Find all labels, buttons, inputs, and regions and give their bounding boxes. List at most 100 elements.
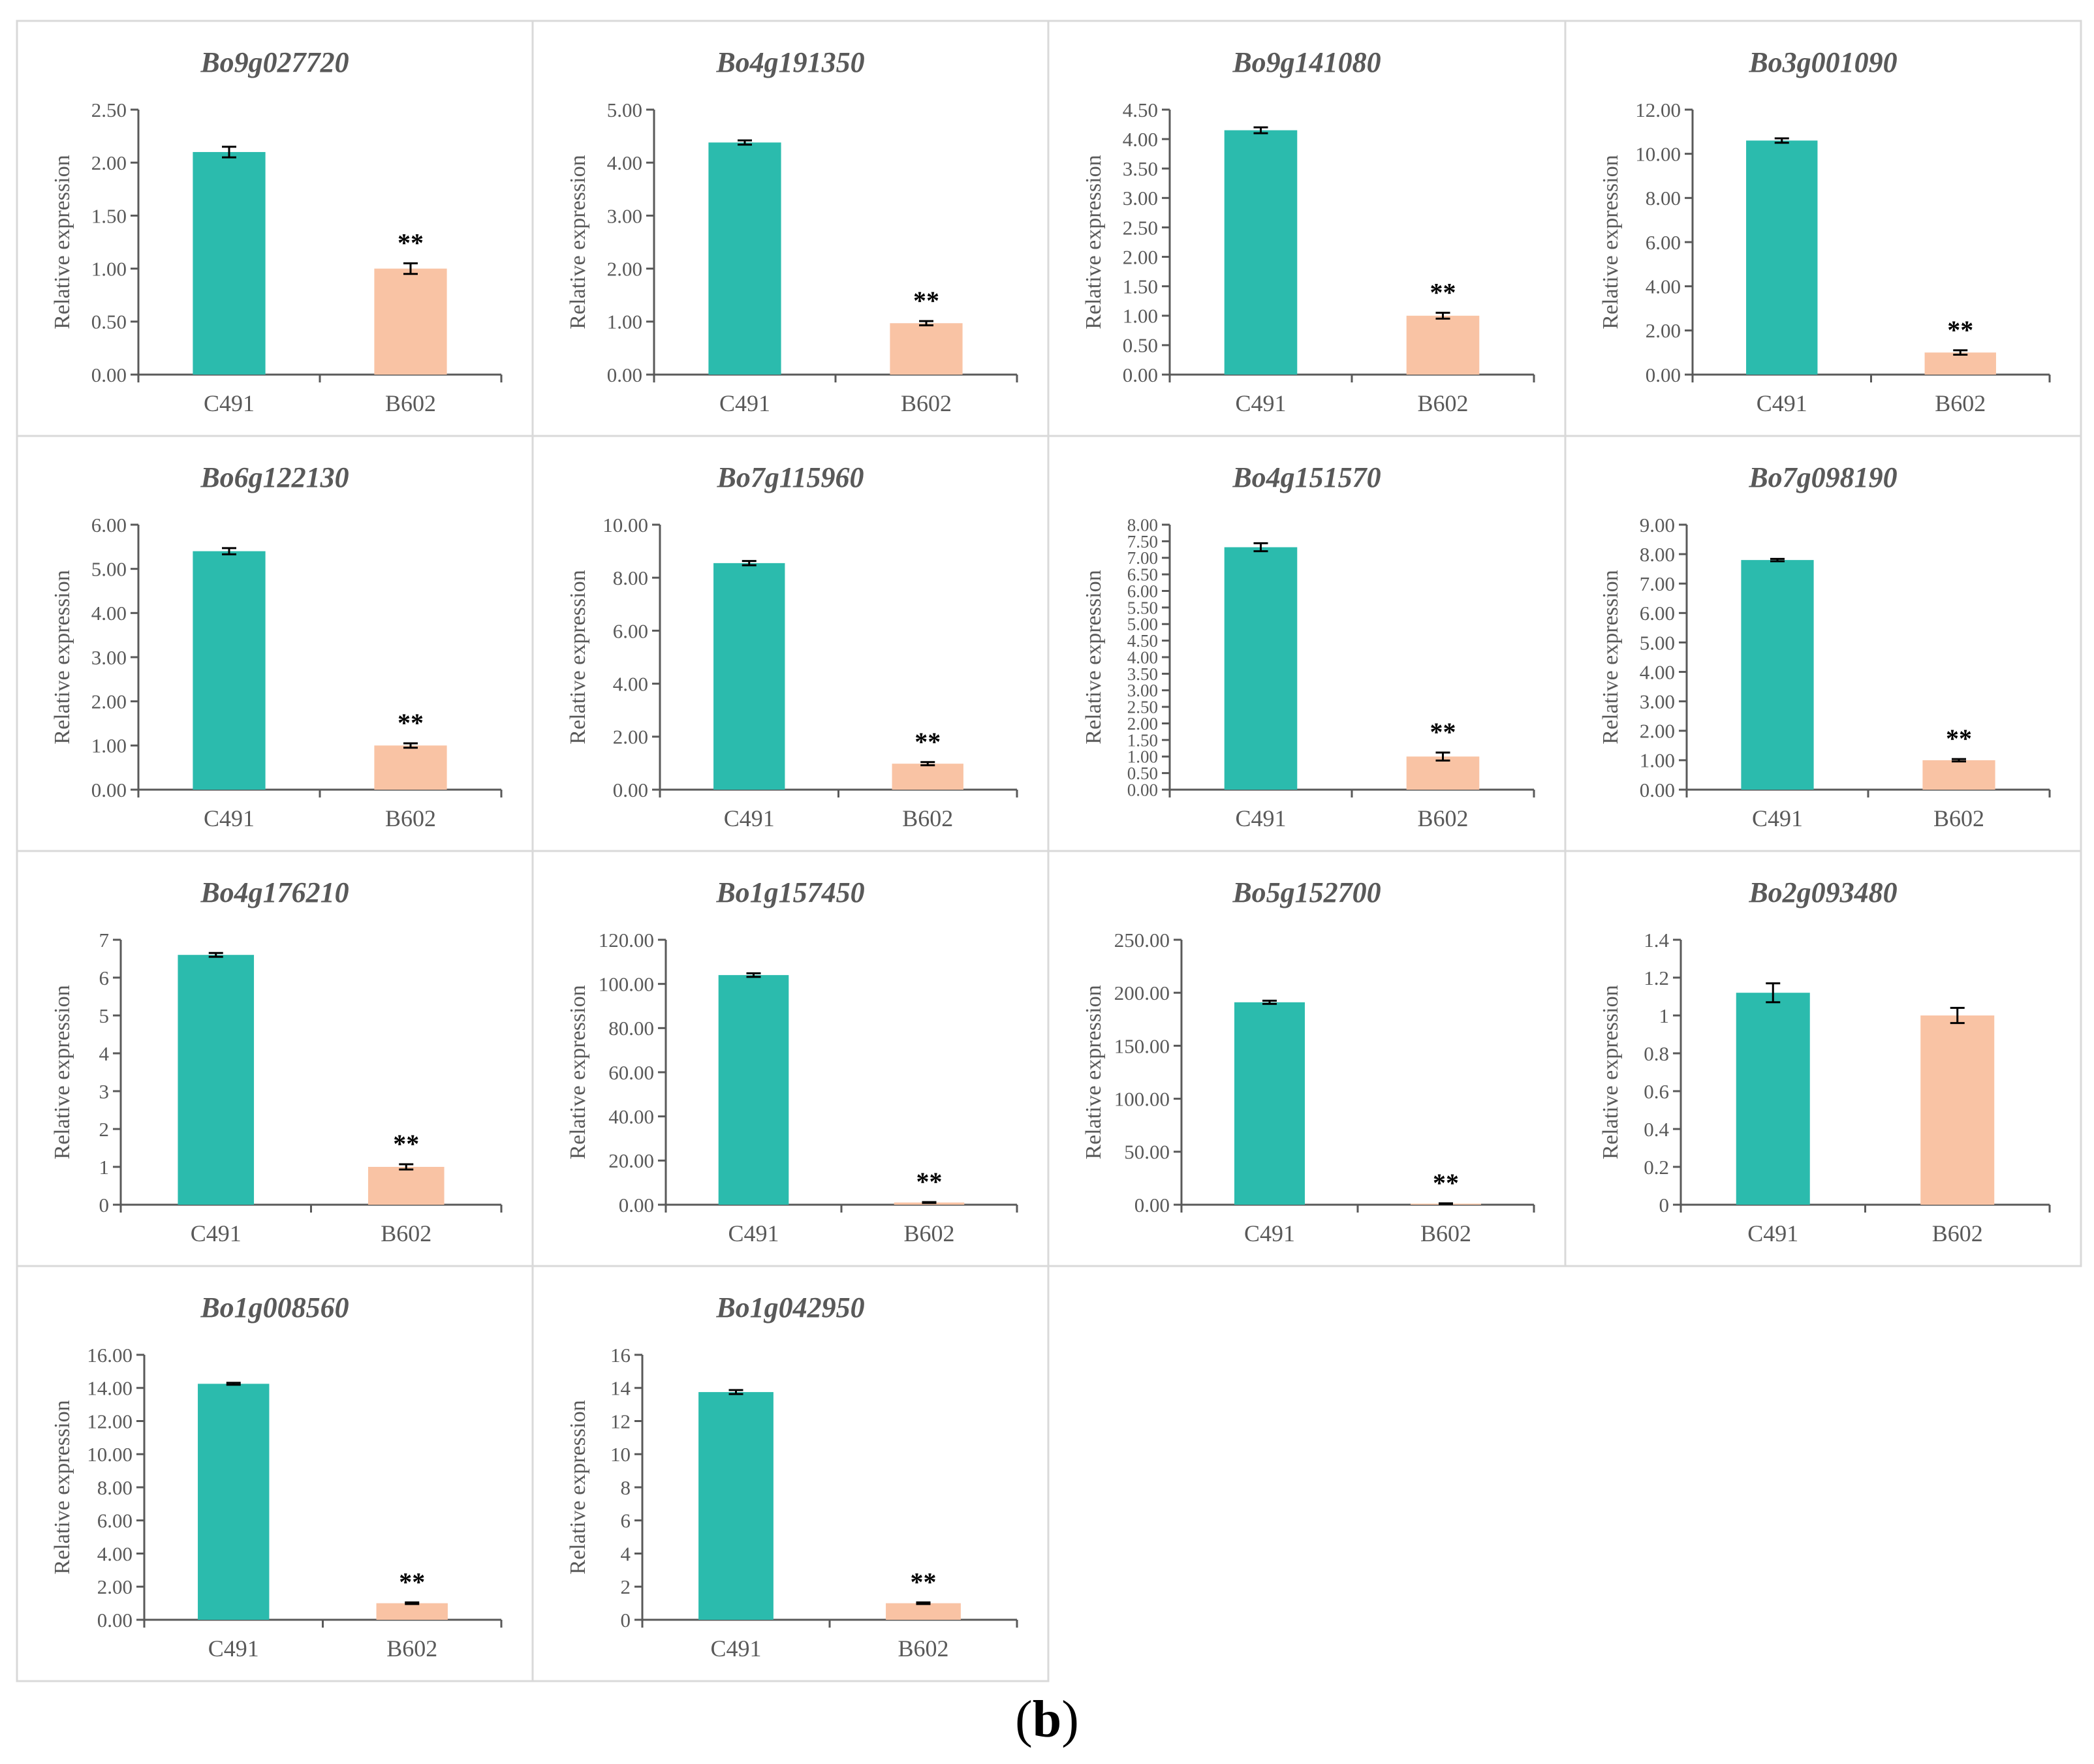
y-axis-label: Relative expression	[50, 1400, 74, 1574]
x-tick-label: B602	[898, 1635, 948, 1662]
y-tick-label: 5	[99, 1004, 110, 1027]
y-tick-label: 8.00	[1640, 543, 1675, 566]
x-tick-label: C491	[724, 805, 775, 831]
bar-b602	[890, 323, 963, 375]
y-tick-label: 6.00	[97, 1509, 133, 1532]
y-axis-label: Relative expression	[1082, 985, 1106, 1159]
chart-panel-9: Bo4g176210 Relative expression 0 1 2 3 4 5 6 7 C49…	[16, 850, 534, 1267]
y-tick-label: 0.50	[91, 311, 127, 333]
y-tick-label: 0.00	[1646, 364, 1681, 386]
y-tick-label: 10.00	[1635, 143, 1681, 166]
y-tick-label: 1.50	[1123, 275, 1158, 298]
y-tick-label: 12.00	[87, 1410, 133, 1432]
chart-panel-1: Bo9g027720 Relative expression 0.00 0.50 1.0…	[16, 20, 534, 437]
y-tick-label: 4.00	[1640, 660, 1675, 683]
y-tick-label: 8.00	[1646, 187, 1681, 209]
y-tick-label: 10.00	[87, 1443, 133, 1466]
y-tick-label: 4.50	[1127, 631, 1158, 651]
y-tick-label: 1.00	[91, 734, 127, 757]
y-tick-label: 40.00	[608, 1106, 654, 1128]
chart-title: Bo5g152700	[1232, 876, 1381, 908]
y-tick-label: 150.00	[1114, 1034, 1170, 1057]
bar-c491	[713, 563, 785, 790]
bar-c491	[193, 551, 266, 790]
chart-title: Bo7g115960	[717, 461, 864, 493]
chart-title: Bo1g042950	[715, 1292, 864, 1323]
bar-b602	[1406, 756, 1480, 790]
y-tick-label: 2.00	[91, 690, 127, 713]
figure-caption: (b)	[0, 1690, 2094, 1750]
y-tick-label: 8.00	[613, 566, 648, 589]
chart-title: Bo3g001090	[1748, 46, 1897, 78]
chart-panel-3: Bo9g141080 Relative expression 0.00 0.50 1.0…	[1047, 20, 1567, 437]
chart-panel-5: Bo6g122130 Relative expression 0.00 1.00 2.0…	[16, 435, 534, 852]
y-tick-label: 1.50	[1127, 730, 1158, 750]
y-tick-label: 14.00	[87, 1377, 133, 1400]
bar-b602	[376, 1603, 448, 1620]
chart-title: Bo6g122130	[200, 461, 349, 493]
panel-border	[1564, 850, 2082, 1267]
y-tick-label: 0.50	[1123, 334, 1158, 357]
panel-border	[531, 1265, 1050, 1682]
y-tick-label: 0.00	[607, 364, 642, 386]
y-axis-label: Relative expression	[566, 985, 590, 1159]
y-tick-label: 0.4	[1644, 1118, 1669, 1141]
y-tick-label: 1.2	[1644, 967, 1669, 989]
y-tick-label: 3	[99, 1080, 110, 1103]
x-tick-label: B602	[1935, 390, 1986, 416]
y-tick-label: 5.00	[1127, 615, 1158, 634]
x-tick-label: C491	[1244, 1220, 1295, 1246]
y-tick-label: 120.00	[599, 929, 654, 952]
chart-panel-4: Bo3g001090 Relative expression 0.00 2.00 4.0…	[1564, 20, 2082, 437]
y-tick-label: 2.00	[1640, 720, 1675, 743]
y-axis-label: Relative expression	[566, 155, 590, 329]
bar-c491	[1224, 547, 1298, 790]
chart-panel-6: Bo7g115960 Relative expression 0.00 2.00 4.0…	[531, 435, 1050, 852]
y-axis-label: Relative expression	[50, 155, 74, 329]
bar-b602	[1406, 315, 1480, 375]
y-tick-label: 4.50	[1123, 99, 1158, 121]
significance-marker: **	[1430, 717, 1456, 747]
y-tick-label: 2.00	[607, 257, 642, 280]
y-tick-label: 16.00	[87, 1344, 133, 1367]
y-tick-label: 0.8	[1644, 1042, 1669, 1065]
panel-border	[531, 850, 1050, 1267]
bar-c491	[1234, 1002, 1305, 1205]
y-axis-label: Relative expression	[566, 1400, 590, 1574]
bar-c491	[718, 975, 789, 1205]
y-tick-label: 20.00	[608, 1149, 654, 1172]
significance-marker: **	[916, 1167, 943, 1196]
chart-panel-7: Bo4g151570 Relative expression 0.000.501.0…	[1047, 435, 1567, 852]
y-tick-label: 3.00	[1640, 690, 1675, 713]
y-tick-label: 3.50	[1127, 664, 1158, 684]
significance-marker: **	[1946, 724, 1972, 753]
y-axis-label: Relative expression	[50, 570, 74, 744]
y-tick-label: 6.50	[1127, 565, 1158, 585]
y-tick-label: 10.00	[602, 514, 648, 536]
y-tick-label: 7	[99, 929, 110, 952]
x-tick-label: C491	[728, 1220, 779, 1246]
y-tick-label: 2.50	[91, 99, 127, 121]
x-tick-label: C491	[1235, 390, 1286, 416]
y-tick-label: 1.50	[91, 204, 127, 227]
y-tick-label: 1.00	[607, 311, 642, 333]
chart-panel-14: Bo1g042950 Relative expression 0 2 4 6 8 10 12 14…	[531, 1265, 1050, 1682]
y-tick-label: 0.00	[91, 779, 127, 801]
y-tick-label: 8.00	[97, 1476, 133, 1499]
y-tick-label: 0	[1659, 1194, 1670, 1216]
y-tick-label: 5.00	[91, 558, 127, 581]
y-tick-label: 7.00	[1127, 548, 1158, 568]
bar-c491	[1736, 993, 1810, 1205]
y-tick-label: 14	[610, 1377, 631, 1400]
x-tick-label: B602	[1932, 1220, 1983, 1246]
x-tick-label: B602	[1417, 390, 1468, 416]
bar-c491	[198, 1384, 270, 1620]
y-tick-label: 5.00	[1640, 631, 1675, 654]
chart-panel-10: Bo1g157450 Relative expression 0.00 20.00 40…	[531, 850, 1050, 1267]
y-tick-label: 4.00	[97, 1542, 133, 1565]
bar-c491	[698, 1392, 774, 1620]
significance-marker: **	[399, 1567, 425, 1596]
y-tick-label: 8	[621, 1476, 631, 1499]
x-tick-label: B602	[385, 390, 436, 416]
y-tick-label: 4.00	[1127, 647, 1158, 667]
